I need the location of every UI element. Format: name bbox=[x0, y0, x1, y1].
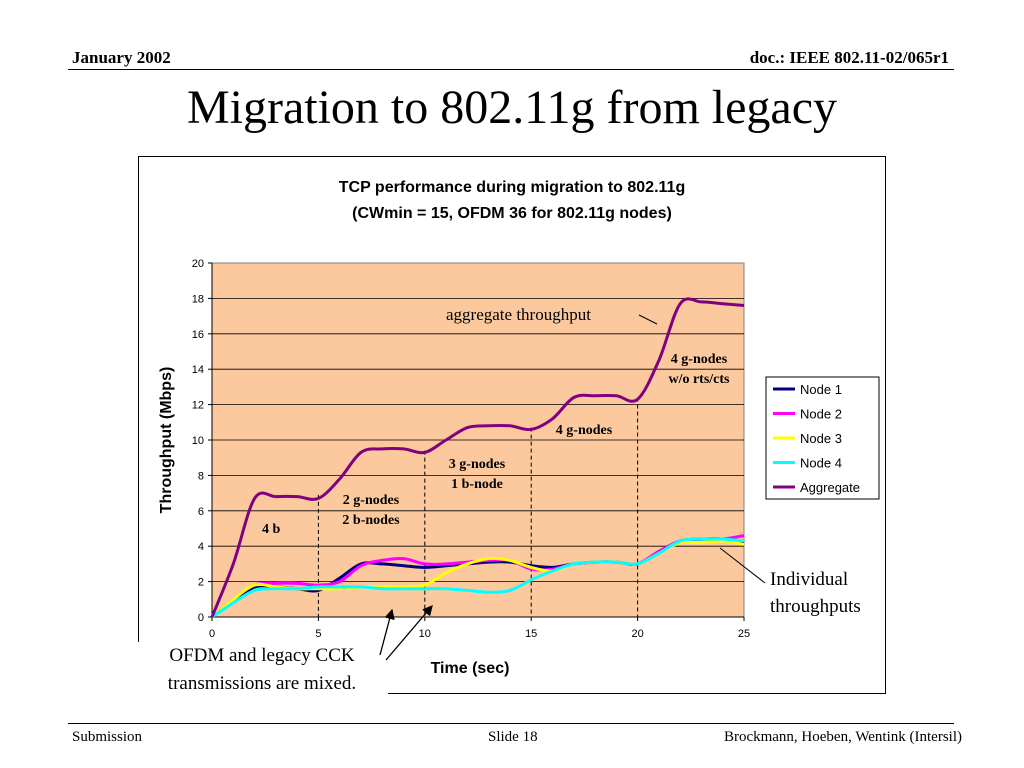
y-tick-label: 0 bbox=[198, 612, 204, 624]
header-date: January 2002 bbox=[72, 48, 171, 67]
footer-slide-number: Slide 18 bbox=[488, 729, 538, 745]
series-line-node-4 bbox=[211, 537, 745, 619]
y-tick-label: 14 bbox=[192, 364, 204, 376]
footer-authors: Brockmann, Hoeben, Wentink (Intersil) bbox=[723, 729, 962, 745]
x-axis-label: Time (sec) bbox=[431, 660, 510, 677]
grid-lines bbox=[212, 297, 744, 583]
annotation-mixed-line1: OFDM and legacy CCK bbox=[169, 645, 355, 666]
y-tick-label: 6 bbox=[198, 506, 204, 518]
y-tick-label: 10 bbox=[192, 435, 204, 447]
chart-frame: TCP performance during migration to 802.… bbox=[138, 156, 886, 694]
y-axis: 0 2 4 6 8 10 12 14 16 18 20 bbox=[192, 258, 213, 624]
annotation-individual-line1: Individual bbox=[770, 569, 849, 590]
annotation-phase4: 4 g-nodes bbox=[556, 423, 613, 438]
header-divider bbox=[68, 69, 954, 70]
annotation-phase2-line2: 2 b-nodes bbox=[342, 513, 400, 528]
legend-label-node-1: Node 1 bbox=[800, 382, 842, 397]
annotation-phase3-line1: 3 g-nodes bbox=[449, 457, 506, 472]
y-tick-label: 4 bbox=[198, 541, 204, 553]
annotation-phase2-line1: 2 g-nodes bbox=[343, 493, 400, 508]
y-tick-label: 8 bbox=[198, 470, 204, 482]
header-doc-id: doc.: IEEE 802.11-02/065r1 bbox=[749, 48, 949, 67]
annotation-aggregate: aggregate throughput bbox=[446, 305, 591, 324]
legend-label-node-2: Node 2 bbox=[800, 407, 842, 422]
legend-label-node-3: Node 3 bbox=[800, 431, 842, 446]
y-tick-label: 18 bbox=[192, 293, 204, 305]
y-tick-label: 12 bbox=[192, 400, 204, 412]
series-line-aggregate bbox=[210, 297, 745, 618]
footer-divider bbox=[68, 723, 954, 724]
legend-label-aggregate: Aggregate bbox=[800, 480, 860, 495]
chart-title-line2: (CWmin = 15, OFDM 36 for 802.11g nodes) bbox=[352, 205, 672, 222]
x-tick-label: 10 bbox=[419, 628, 431, 640]
series-lines bbox=[210, 297, 745, 619]
legend: Node 1 Node 2 Node 3 Node 4 Aggregate bbox=[765, 376, 880, 500]
annotation-mixed-line2: transmissions are mixed. bbox=[167, 673, 357, 694]
y-axis-label: Throughput (Mbps) bbox=[158, 367, 175, 514]
annotation-aggregate-pointer bbox=[638, 314, 658, 325]
legend-label-node-4: Node 4 bbox=[800, 456, 842, 471]
x-tick-label: 0 bbox=[209, 628, 215, 640]
y-tick-label: 16 bbox=[192, 329, 204, 341]
annotation-individual-throughputs: Individual throughputs bbox=[770, 566, 861, 620]
annotation-mixed-transmissions: OFDM and legacy CCK transmissions are mi… bbox=[136, 642, 388, 698]
x-axis: 0 5 10 15 20 25 bbox=[209, 616, 750, 640]
y-tick-label: 2 bbox=[198, 577, 204, 589]
annotation-phase3-line2: 1 b-node bbox=[451, 477, 503, 492]
x-tick-label: 15 bbox=[525, 628, 537, 640]
annotation-phase5-line1: 4 g-nodes bbox=[671, 352, 728, 367]
x-tick-label: 20 bbox=[631, 628, 643, 640]
chart-title-line1: TCP performance during migration to 802.… bbox=[339, 179, 685, 196]
y-tick-label: 20 bbox=[192, 258, 204, 270]
footer-submission: Submission bbox=[72, 729, 143, 745]
annotation-phase1: 4 b bbox=[262, 522, 281, 537]
annotation-individual-line2: throughputs bbox=[770, 596, 861, 617]
slide-title: Migration to 802.11g from legacy bbox=[186, 81, 838, 134]
annotation-phase5-line2: w/o rts/cts bbox=[668, 372, 730, 387]
phase-boundaries bbox=[317, 397, 639, 617]
throughput-chart: TCP performance during migration to 802.… bbox=[158, 179, 880, 677]
x-tick-label: 5 bbox=[315, 628, 321, 640]
x-tick-label: 25 bbox=[738, 628, 750, 640]
